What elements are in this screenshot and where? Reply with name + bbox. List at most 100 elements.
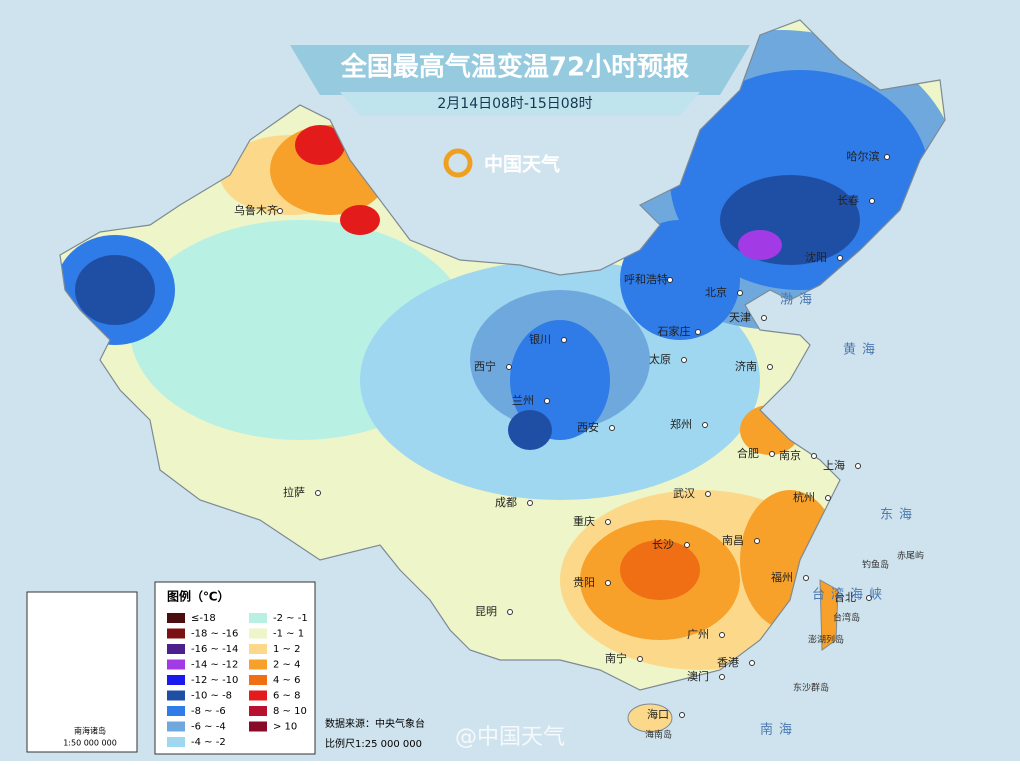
island-label: 东沙群岛 [793, 682, 829, 694]
legend-swatch [249, 675, 267, 685]
sea-label: 黄海 [843, 343, 881, 358]
city-label: 南昌 [722, 534, 744, 547]
city-dot [767, 364, 773, 370]
source: 数据来源：中央气象台 [325, 717, 425, 730]
sea-label: 渤海 [780, 292, 818, 308]
city-label: 北京 [705, 285, 727, 299]
city-label: 哈尔滨 [847, 149, 880, 163]
city-label: 重庆 [573, 514, 595, 528]
city-label: 郑州 [670, 417, 692, 431]
city-label: 长春 [837, 194, 859, 207]
city-label: 昆明 [475, 605, 497, 618]
legend-swatch [167, 613, 185, 623]
legend-label: 8 ~ 10 [273, 706, 307, 717]
legend-swatch [167, 690, 185, 701]
city-label: 海口 [647, 707, 669, 721]
title-banner [290, 45, 750, 95]
city-dot [667, 277, 673, 283]
city-label: 南宁 [605, 651, 627, 665]
legend-label: -14 ~ -12 [191, 660, 238, 671]
legend-label: -18 ~ -16 [191, 629, 238, 640]
legend-label: -4 ~ -2 [191, 737, 226, 748]
city-dot [506, 364, 512, 370]
inset-scale: 1:50 000 000 [63, 739, 117, 748]
city-dot [679, 712, 685, 718]
legend-swatch [167, 721, 185, 732]
city-label: 长沙 [652, 538, 674, 551]
hainan [627, 703, 673, 733]
city-dot [866, 595, 872, 601]
legend-label: 4 ~ 6 [273, 675, 300, 686]
city-label: 银川 [529, 332, 551, 346]
legend-swatch [167, 737, 185, 747]
city-dot [561, 337, 567, 343]
island-label: 赤尾屿 [897, 551, 924, 562]
city-dot [605, 519, 611, 525]
city-dot [527, 500, 533, 506]
city-label: 成都 [495, 496, 517, 509]
legend-label: 2 ~ 4 [273, 660, 300, 671]
inset: 南海诸岛 1:50 000 000 [26, 591, 138, 753]
title: 全国最高气温变温72小时预报 [340, 52, 689, 83]
city-dot [702, 422, 708, 428]
city-dot [705, 491, 711, 497]
legend-swatch [249, 644, 267, 654]
scale: 比例尺1:25 000 000 [325, 737, 422, 750]
legend-swatch [249, 706, 267, 716]
legend-title: 图例（℃） [167, 589, 230, 604]
island-label: 钓鱼岛 [862, 559, 889, 571]
city-dot [803, 575, 809, 581]
legend-label: -10 ~ -8 [191, 691, 232, 702]
legend-swatch [249, 628, 267, 639]
city-label: 澳门 [687, 669, 709, 683]
city-label: 福州 [771, 570, 793, 584]
legend-label: -6 ~ -4 [191, 722, 226, 733]
city-dot [719, 632, 725, 638]
subtitle: 2月14日08时-15日08时 [437, 96, 592, 112]
city-dot [277, 208, 283, 214]
city-label: 拉萨 [283, 485, 305, 499]
logo [443, 148, 473, 178]
brand: 中国天气 [484, 153, 560, 176]
city-dot [737, 290, 743, 296]
city-label: 上海 [823, 458, 845, 472]
city-dot [855, 463, 861, 469]
city-label: 西安 [577, 420, 599, 434]
city-label: 台北 [834, 590, 856, 604]
island-label: 澎湖列岛 [808, 634, 844, 646]
city-label: 沈阳 [805, 250, 827, 264]
sea-label: 台湾海峡 [812, 587, 888, 603]
city-dot [811, 453, 817, 459]
subtitle-banner [340, 92, 700, 116]
city-dot [754, 538, 760, 544]
legend-swatch [167, 628, 185, 639]
city-dot [684, 542, 690, 548]
sea-label: 东海 [880, 508, 918, 523]
legend-swatch [249, 721, 267, 732]
city-dot [695, 329, 701, 335]
city-label: 兰州 [512, 394, 534, 407]
city-dot [507, 609, 513, 615]
city-dot [869, 198, 875, 204]
legend-swatch [249, 613, 267, 623]
city-dot [837, 255, 843, 261]
city-label: 广州 [687, 628, 709, 641]
island-label: 台湾岛 [833, 612, 860, 624]
city-label: 乌鲁木齐 [234, 203, 278, 217]
city-dot [609, 425, 615, 431]
city-dot [761, 315, 767, 321]
legend-label: ≤-18 [191, 613, 216, 624]
legend-swatch [249, 659, 267, 670]
city-label: 石家庄 [658, 324, 691, 338]
legend-label: > 10 [273, 722, 297, 733]
watermark: @中国天气 [455, 725, 565, 750]
sea-label: 南海 [760, 722, 798, 738]
legend-label: -16 ~ -14 [191, 644, 238, 655]
city-label: 天津 [729, 311, 751, 324]
legend-label: -2 ~ -1 [273, 613, 308, 624]
city-label: 杭州 [793, 490, 815, 504]
city-label: 呼和浩特 [624, 272, 668, 286]
city-label: 南京 [779, 448, 801, 462]
